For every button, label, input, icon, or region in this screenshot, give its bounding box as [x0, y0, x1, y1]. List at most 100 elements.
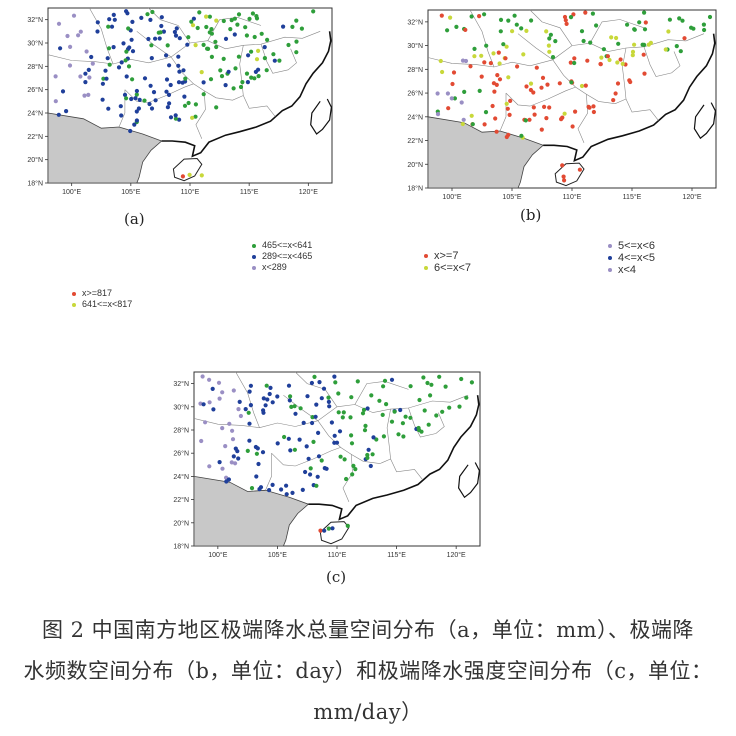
station-dot [491, 51, 496, 56]
station-dot [493, 116, 498, 121]
station-dot [314, 402, 319, 407]
station-dot [207, 14, 212, 19]
station-dot [401, 434, 406, 439]
station-dot [299, 26, 304, 31]
x-tick-label: 115°E [623, 193, 642, 201]
station-dot [136, 106, 141, 111]
station-dot [594, 23, 599, 28]
station-dot [308, 472, 313, 477]
station-dot [504, 101, 509, 106]
station-dot [164, 53, 169, 58]
station-dot [142, 98, 147, 103]
station-dot [496, 50, 501, 55]
station-dot [124, 49, 129, 54]
station-dot [389, 377, 395, 382]
station-dot [547, 105, 552, 110]
station-dot [528, 81, 534, 86]
station-dot [469, 113, 474, 118]
station-dot [297, 437, 302, 442]
province-boundary [386, 409, 391, 460]
station-dot [214, 44, 219, 50]
station-dot [275, 441, 280, 446]
station-dot [89, 54, 94, 60]
x-tick-label: 120°E [447, 551, 466, 559]
station-dot [330, 526, 335, 531]
station-dot [707, 14, 713, 20]
y-tick-label: 28°N [27, 63, 43, 71]
station-dot [134, 92, 139, 97]
y-tick-label: 26°N [407, 90, 423, 98]
station-dot [149, 56, 154, 61]
station-dot [247, 438, 252, 443]
station-dot [247, 16, 252, 21]
station-dot [494, 129, 499, 134]
station-dot [642, 71, 647, 76]
y-tick-label: 32°N [173, 380, 189, 388]
station-dot [419, 429, 424, 434]
station-dot [519, 133, 524, 138]
station-dot [381, 434, 386, 439]
y-tick-label: 20°N [173, 519, 189, 527]
station-dot [67, 63, 73, 68]
province-boundary [89, 7, 114, 65]
station-dot [630, 49, 636, 55]
station-dot [503, 56, 508, 61]
station-dot [349, 441, 355, 446]
station-dot [304, 444, 309, 449]
station-dot [336, 391, 341, 396]
station-dot [434, 413, 439, 418]
y-tick-label: 30°N [407, 42, 423, 50]
station-dot [615, 81, 621, 86]
x-tick-label: 105°E [268, 551, 287, 559]
station-dot [491, 81, 496, 86]
station-dot [524, 84, 529, 89]
station-dot [230, 428, 235, 433]
province-boundary [589, 19, 645, 44]
neighbouring-land [47, 112, 163, 184]
station-dot [564, 21, 569, 26]
station-dot [630, 53, 635, 58]
station-dot [341, 410, 346, 415]
station-dot [301, 420, 306, 425]
station-dot [680, 18, 685, 23]
station-dot [268, 385, 273, 390]
station-dot [380, 412, 385, 417]
station-dot [238, 84, 244, 90]
map-c: 32°N 30°N 28°N 26°N 24°N 22°N 20°N 18°N 100°E 105… [173, 371, 481, 559]
station-dot [78, 74, 83, 79]
station-dot [119, 60, 124, 65]
station-dot [534, 65, 539, 70]
station-dot [348, 415, 353, 420]
station-dot [426, 422, 431, 427]
legend-item: 4<=x<5 [608, 252, 655, 264]
station-dot [200, 374, 205, 379]
station-dot [207, 30, 212, 35]
station-dot [139, 15, 144, 20]
legend-dot-icon [608, 268, 612, 272]
station-dot [463, 58, 469, 64]
station-dot [217, 460, 222, 465]
station-dot [568, 15, 574, 20]
station-dot [504, 134, 509, 140]
station-dot [350, 472, 355, 477]
station-dot [122, 92, 128, 97]
station-dot [459, 100, 464, 105]
station-dot [646, 42, 651, 47]
station-dot [177, 117, 182, 122]
station-dot [381, 384, 386, 389]
station-dot [230, 437, 236, 442]
station-dot [477, 14, 482, 19]
station-dot [270, 482, 275, 487]
station-dot [159, 15, 164, 20]
station-dot [666, 29, 671, 34]
station-dot [445, 28, 450, 33]
station-dot [588, 40, 593, 45]
x-tick-label: 100°E [442, 193, 461, 201]
station-dot [243, 407, 248, 412]
station-dot [317, 380, 322, 385]
station-dot [130, 77, 135, 82]
province-boundary [295, 371, 338, 407]
legend-dot-icon [252, 254, 256, 259]
station-dot [482, 60, 487, 65]
station-dot [641, 52, 646, 57]
